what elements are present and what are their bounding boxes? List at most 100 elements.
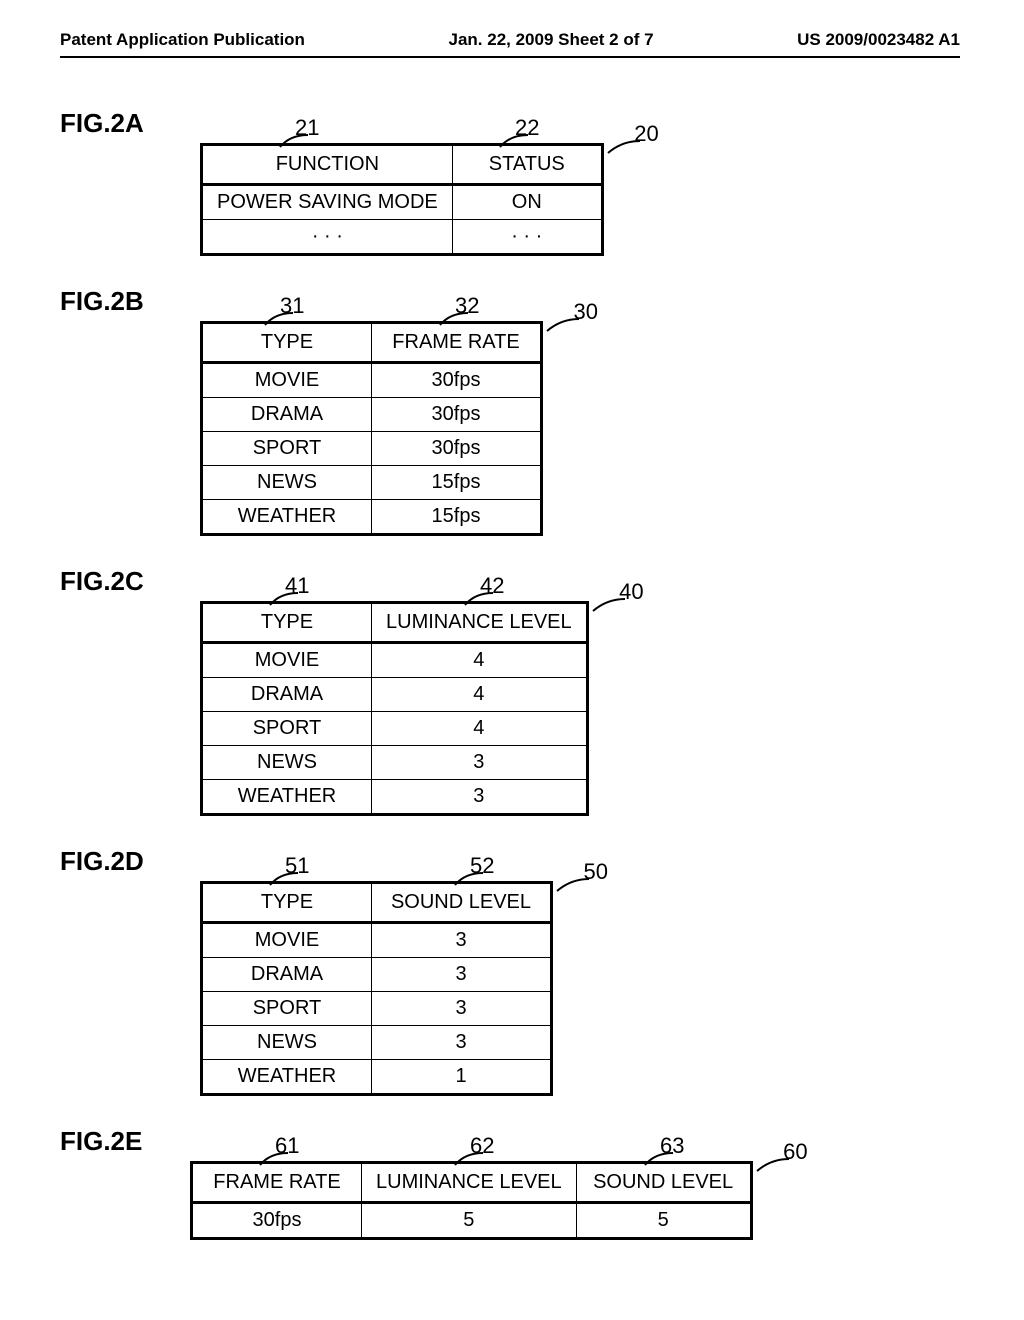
cell: · · ·	[202, 220, 453, 255]
cell: 3	[372, 992, 552, 1026]
cell: SPORT	[202, 432, 372, 466]
cell: 4	[372, 678, 588, 712]
col-header: SOUND LEVEL	[576, 1163, 751, 1203]
table-row: SPORT30fps	[202, 432, 542, 466]
header-right: US 2009/0023482 A1	[797, 30, 960, 50]
table-row: SPORT3	[202, 992, 552, 1026]
cell: 3	[372, 958, 552, 992]
col-header: FUNCTION	[202, 145, 453, 185]
fig-label-2d: FIG.2D	[60, 846, 144, 877]
table-row: NEWS3	[202, 1026, 552, 1060]
cell: SPORT	[202, 992, 372, 1026]
callout-41: 41	[285, 573, 309, 599]
table-row: POWER SAVING MODE ON	[202, 185, 603, 220]
cell: SPORT	[202, 712, 372, 746]
callout-22: 22	[515, 115, 539, 141]
col-header: LUMINANCE LEVEL	[362, 1163, 577, 1203]
cell: 3	[372, 746, 588, 780]
cell: 30fps	[372, 398, 542, 432]
cell: 3	[372, 923, 552, 958]
cell: · · ·	[452, 220, 602, 255]
cell: NEWS	[202, 466, 372, 500]
cell: WEATHER	[202, 1060, 372, 1095]
cell: 30fps	[372, 432, 542, 466]
fig-label-2b: FIG.2B	[60, 286, 144, 317]
figure-2a: FIG.2A 21 22 20 FUNCTION STATUS POWER SA…	[60, 108, 960, 256]
table-row: DRAMA3	[202, 958, 552, 992]
cell: ON	[452, 185, 602, 220]
cell: 1	[372, 1060, 552, 1095]
table-2e: FRAME RATE LUMINANCE LEVEL SOUND LEVEL 3…	[190, 1161, 753, 1240]
callout-20: 20	[634, 121, 658, 147]
cell: POWER SAVING MODE	[202, 185, 453, 220]
callout-51: 51	[285, 853, 309, 879]
figure-2e: FIG.2E 61 62 63 60 FRAME RATE LUMINANCE …	[60, 1126, 960, 1240]
callout-32: 32	[455, 293, 479, 319]
callout-31: 31	[280, 293, 304, 319]
cell: MOVIE	[202, 643, 372, 678]
fig-label-2c: FIG.2C	[60, 566, 144, 597]
col-header: STATUS	[452, 145, 602, 185]
table-row: SPORT4	[202, 712, 588, 746]
callout-63: 63	[660, 1133, 684, 1159]
table-2a: FUNCTION STATUS POWER SAVING MODE ON · ·…	[200, 143, 604, 256]
callout-50: 50	[584, 859, 608, 885]
cell: 3	[372, 1026, 552, 1060]
table-wrap-2c: 41 42 40 TYPE LUMINANCE LEVEL MOVIE4 DRA…	[200, 601, 589, 816]
table-wrap-2e: 61 62 63 60 FRAME RATE LUMINANCE LEVEL S…	[190, 1161, 753, 1240]
col-header: SOUND LEVEL	[372, 883, 552, 923]
header-left: Patent Application Publication	[60, 30, 305, 50]
table-row: DRAMA30fps	[202, 398, 542, 432]
col-header: FRAME RATE	[192, 1163, 362, 1203]
table-wrap-2b: 31 32 30 TYPE FRAME RATE MOVIE30fps DRAM…	[200, 321, 543, 536]
table-row: NEWS15fps	[202, 466, 542, 500]
col-header: LUMINANCE LEVEL	[372, 603, 588, 643]
cell: 5	[362, 1203, 577, 1239]
table-row: MOVIE4	[202, 643, 588, 678]
fig-label-2e: FIG.2E	[60, 1126, 142, 1157]
col-header: TYPE	[202, 323, 372, 363]
cell: 30fps	[192, 1203, 362, 1239]
page-header: Patent Application Publication Jan. 22, …	[60, 30, 960, 58]
callout-42: 42	[480, 573, 504, 599]
cell: 5	[576, 1203, 751, 1239]
table-wrap-2a: 21 22 20 FUNCTION STATUS POWER SAVING MO…	[200, 143, 604, 256]
cell: DRAMA	[202, 398, 372, 432]
cell: MOVIE	[202, 363, 372, 398]
table-2d: TYPE SOUND LEVEL MOVIE3 DRAMA3 SPORT3 NE…	[200, 881, 553, 1096]
cell: DRAMA	[202, 958, 372, 992]
cell: WEATHER	[202, 780, 372, 815]
callout-60: 60	[783, 1139, 807, 1165]
callout-62: 62	[470, 1133, 494, 1159]
callout-21: 21	[295, 115, 319, 141]
col-header: TYPE	[202, 603, 372, 643]
col-header: FRAME RATE	[372, 323, 542, 363]
cell: 4	[372, 643, 588, 678]
cell: NEWS	[202, 1026, 372, 1060]
callout-52: 52	[470, 853, 494, 879]
table-row: MOVIE30fps	[202, 363, 542, 398]
cell: DRAMA	[202, 678, 372, 712]
col-header: TYPE	[202, 883, 372, 923]
callout-30: 30	[574, 299, 598, 325]
callout-61: 61	[275, 1133, 299, 1159]
cell: 15fps	[372, 500, 542, 535]
cell: MOVIE	[202, 923, 372, 958]
table-row: WEATHER3	[202, 780, 588, 815]
table-row: · · · · · ·	[202, 220, 603, 255]
figure-2d: FIG.2D 51 52 50 TYPE SOUND LEVEL MOVIE3 …	[60, 846, 960, 1096]
figure-2b: FIG.2B 31 32 30 TYPE FRAME RATE MOVIE30f…	[60, 286, 960, 536]
table-2b: TYPE FRAME RATE MOVIE30fps DRAMA30fps SP…	[200, 321, 543, 536]
cell: WEATHER	[202, 500, 372, 535]
table-2c: TYPE LUMINANCE LEVEL MOVIE4 DRAMA4 SPORT…	[200, 601, 589, 816]
table-row: NEWS3	[202, 746, 588, 780]
table-row: WEATHER15fps	[202, 500, 542, 535]
figure-2c: FIG.2C 41 42 40 TYPE LUMINANCE LEVEL MOV…	[60, 566, 960, 816]
cell: 3	[372, 780, 588, 815]
table-row: MOVIE3	[202, 923, 552, 958]
fig-label-2a: FIG.2A	[60, 108, 144, 139]
table-wrap-2d: 51 52 50 TYPE SOUND LEVEL MOVIE3 DRAMA3 …	[200, 881, 553, 1096]
table-row: DRAMA4	[202, 678, 588, 712]
cell: NEWS	[202, 746, 372, 780]
cell: 30fps	[372, 363, 542, 398]
